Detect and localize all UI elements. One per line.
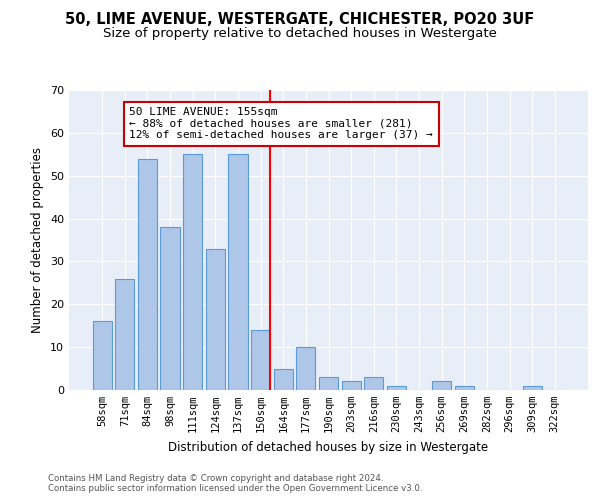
X-axis label: Distribution of detached houses by size in Westergate: Distribution of detached houses by size … <box>169 440 488 454</box>
Text: 50 LIME AVENUE: 155sqm
← 88% of detached houses are smaller (281)
12% of semi-de: 50 LIME AVENUE: 155sqm ← 88% of detached… <box>130 107 433 140</box>
Bar <box>319 377 338 390</box>
Bar <box>523 386 542 390</box>
Bar <box>160 227 180 390</box>
Bar <box>229 154 248 390</box>
Text: Contains public sector information licensed under the Open Government Licence v3: Contains public sector information licen… <box>48 484 422 493</box>
Bar <box>138 158 157 390</box>
Text: Size of property relative to detached houses in Westergate: Size of property relative to detached ho… <box>103 28 497 40</box>
Text: 50, LIME AVENUE, WESTERGATE, CHICHESTER, PO20 3UF: 50, LIME AVENUE, WESTERGATE, CHICHESTER,… <box>65 12 535 28</box>
Bar <box>364 377 383 390</box>
Y-axis label: Number of detached properties: Number of detached properties <box>31 147 44 333</box>
Bar <box>115 278 134 390</box>
Bar <box>274 368 293 390</box>
Bar <box>206 248 225 390</box>
Bar <box>296 347 316 390</box>
Bar <box>341 382 361 390</box>
Text: Contains HM Land Registry data © Crown copyright and database right 2024.: Contains HM Land Registry data © Crown c… <box>48 474 383 483</box>
Bar <box>251 330 270 390</box>
Bar <box>432 382 451 390</box>
Bar <box>92 322 112 390</box>
Bar <box>387 386 406 390</box>
Bar <box>183 154 202 390</box>
Bar <box>455 386 474 390</box>
